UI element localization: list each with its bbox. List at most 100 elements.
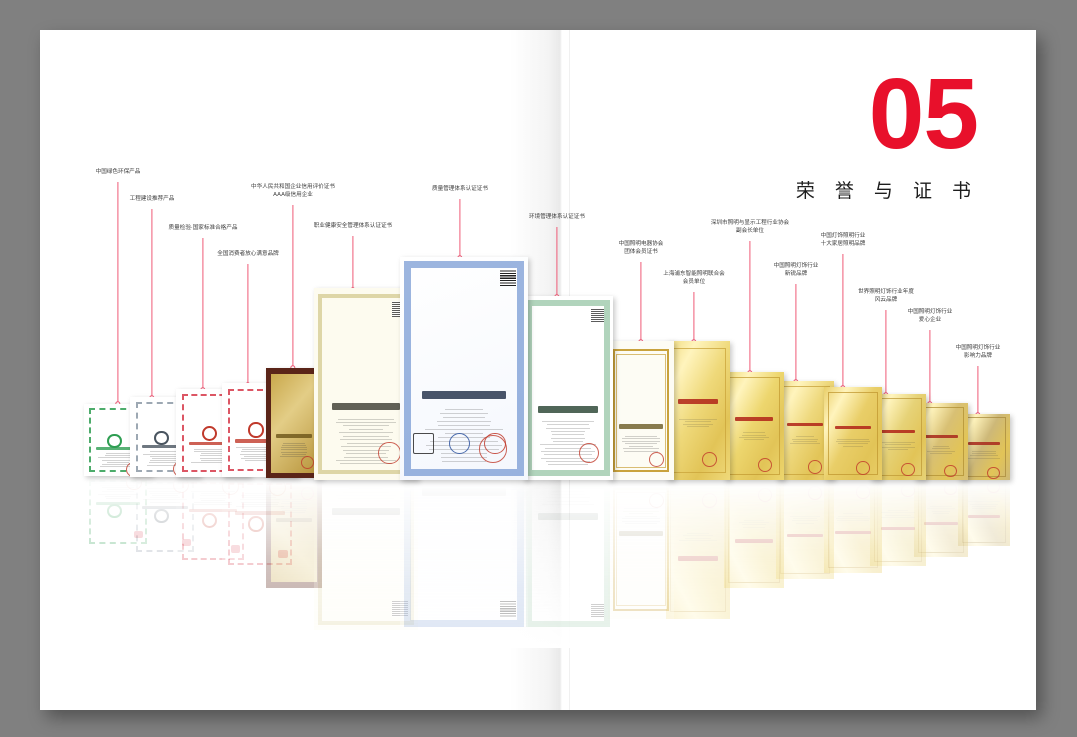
- magazine-spread: 05 荣 誉 与 证 书 中国绿色环保产品 工程建设推荐产品 质量检验·国家标准合格…: [40, 30, 1036, 710]
- certificate-title: [735, 539, 772, 543]
- section-title: 荣 誉 与 证 书: [796, 176, 978, 203]
- text-line: [347, 443, 385, 444]
- emblem-icon: [154, 431, 169, 446]
- certificate-inner-frame: [780, 485, 830, 574]
- text-line: [881, 517, 915, 518]
- text-line: [625, 524, 657, 525]
- certificate-title: [538, 406, 597, 412]
- text-line: [622, 438, 661, 439]
- text-line: [683, 535, 714, 536]
- text-line: [743, 432, 764, 433]
- official-seal-icon: [856, 461, 870, 475]
- callout-leader-line: [459, 199, 460, 258]
- callout-leader-line: [749, 241, 750, 373]
- certificate-title: [968, 442, 1000, 445]
- callout-label: 中国照明灯饰行业 爱心企业: [908, 308, 953, 325]
- text-line: [441, 457, 488, 458]
- certificate-title: [189, 509, 238, 512]
- certificate-title: [735, 417, 772, 421]
- certificate-title: [835, 531, 871, 534]
- emblem-icon: [202, 426, 217, 441]
- certificate-title: [332, 508, 401, 515]
- text-line: [105, 496, 131, 497]
- emblem-icon: [248, 516, 263, 531]
- text-line: [425, 429, 502, 430]
- callout-leader-line: [842, 254, 843, 388]
- callout-leader-line: [640, 262, 641, 342]
- text-line: [968, 502, 1000, 503]
- text-line: [443, 417, 485, 418]
- text-line: [792, 439, 817, 440]
- text-line: [194, 504, 233, 505]
- text-line: [742, 435, 766, 436]
- text-line: [548, 464, 588, 465]
- certificate-title: [678, 399, 718, 404]
- certificate-title: [422, 391, 506, 399]
- text-line: [339, 432, 393, 433]
- text-line: [236, 506, 283, 507]
- callout-label: 职业健康安全管理体系认证证书: [314, 222, 392, 230]
- certificate-inner-frame: [670, 487, 725, 612]
- official-seal-icon: [702, 493, 717, 508]
- text-line: [743, 527, 764, 528]
- certificate-border: [404, 483, 524, 627]
- callout-leader-line: [247, 264, 248, 385]
- text-line: [837, 520, 869, 521]
- text-line: [679, 419, 717, 420]
- certificate-title: [276, 518, 313, 522]
- text-line: [147, 489, 182, 490]
- text-line: [336, 495, 396, 496]
- certificate: [608, 341, 674, 480]
- certificate-inner-frame: [828, 392, 878, 476]
- red-ribbon-icon: [231, 545, 241, 552]
- certificate-reflection-copy: [176, 477, 250, 565]
- text-line: [972, 508, 995, 509]
- text-line: [143, 500, 186, 501]
- text-line: [191, 491, 235, 492]
- certificate-inner-frame: [962, 483, 1007, 542]
- text-line: [796, 436, 813, 437]
- text-line: [838, 516, 869, 517]
- certificate-border: [89, 480, 146, 543]
- text-line: [742, 524, 766, 525]
- text-line: [281, 452, 308, 453]
- official-seal-icon: [222, 478, 239, 495]
- text-line: [283, 443, 306, 444]
- callout-leader-line: [292, 205, 293, 368]
- text-line: [240, 500, 281, 501]
- certificate-title: [787, 534, 823, 537]
- callout-label: 质量检验·国家标准合格产品: [169, 224, 238, 232]
- text-line: [542, 421, 594, 422]
- text-line: [968, 458, 1000, 459]
- certificate-inner-frame: [728, 377, 780, 474]
- text-line: [622, 519, 661, 520]
- callout-label: 世界照明灯饰行业年度 风云品牌: [858, 288, 914, 305]
- callout-leader-line: [202, 238, 203, 390]
- qr-code-icon: [591, 604, 605, 618]
- text-line: [336, 422, 396, 423]
- text-line: [201, 493, 224, 494]
- text-line: [241, 502, 280, 503]
- text-line: [340, 463, 391, 464]
- text-line: [685, 421, 711, 422]
- text-line: [687, 533, 709, 534]
- text-line: [98, 494, 137, 495]
- text-line: [437, 421, 491, 422]
- official-seal-icon: [579, 480, 599, 483]
- official-seal-icon: [301, 487, 314, 500]
- text-line: [281, 506, 306, 507]
- text-line: [837, 439, 869, 440]
- text-line: [885, 515, 911, 516]
- text-line: [843, 513, 864, 514]
- certificate-title: [924, 435, 957, 438]
- text-line: [552, 434, 584, 435]
- text-line: [340, 439, 392, 440]
- certificate-title: [276, 434, 313, 438]
- certificate-title: [619, 531, 663, 536]
- callout-leader-line: [929, 330, 930, 404]
- qr-code-icon: [500, 269, 517, 286]
- text-line: [150, 493, 180, 494]
- official-seal-icon: [301, 456, 314, 469]
- text-line: [551, 438, 585, 439]
- callout-leader-line: [151, 209, 152, 398]
